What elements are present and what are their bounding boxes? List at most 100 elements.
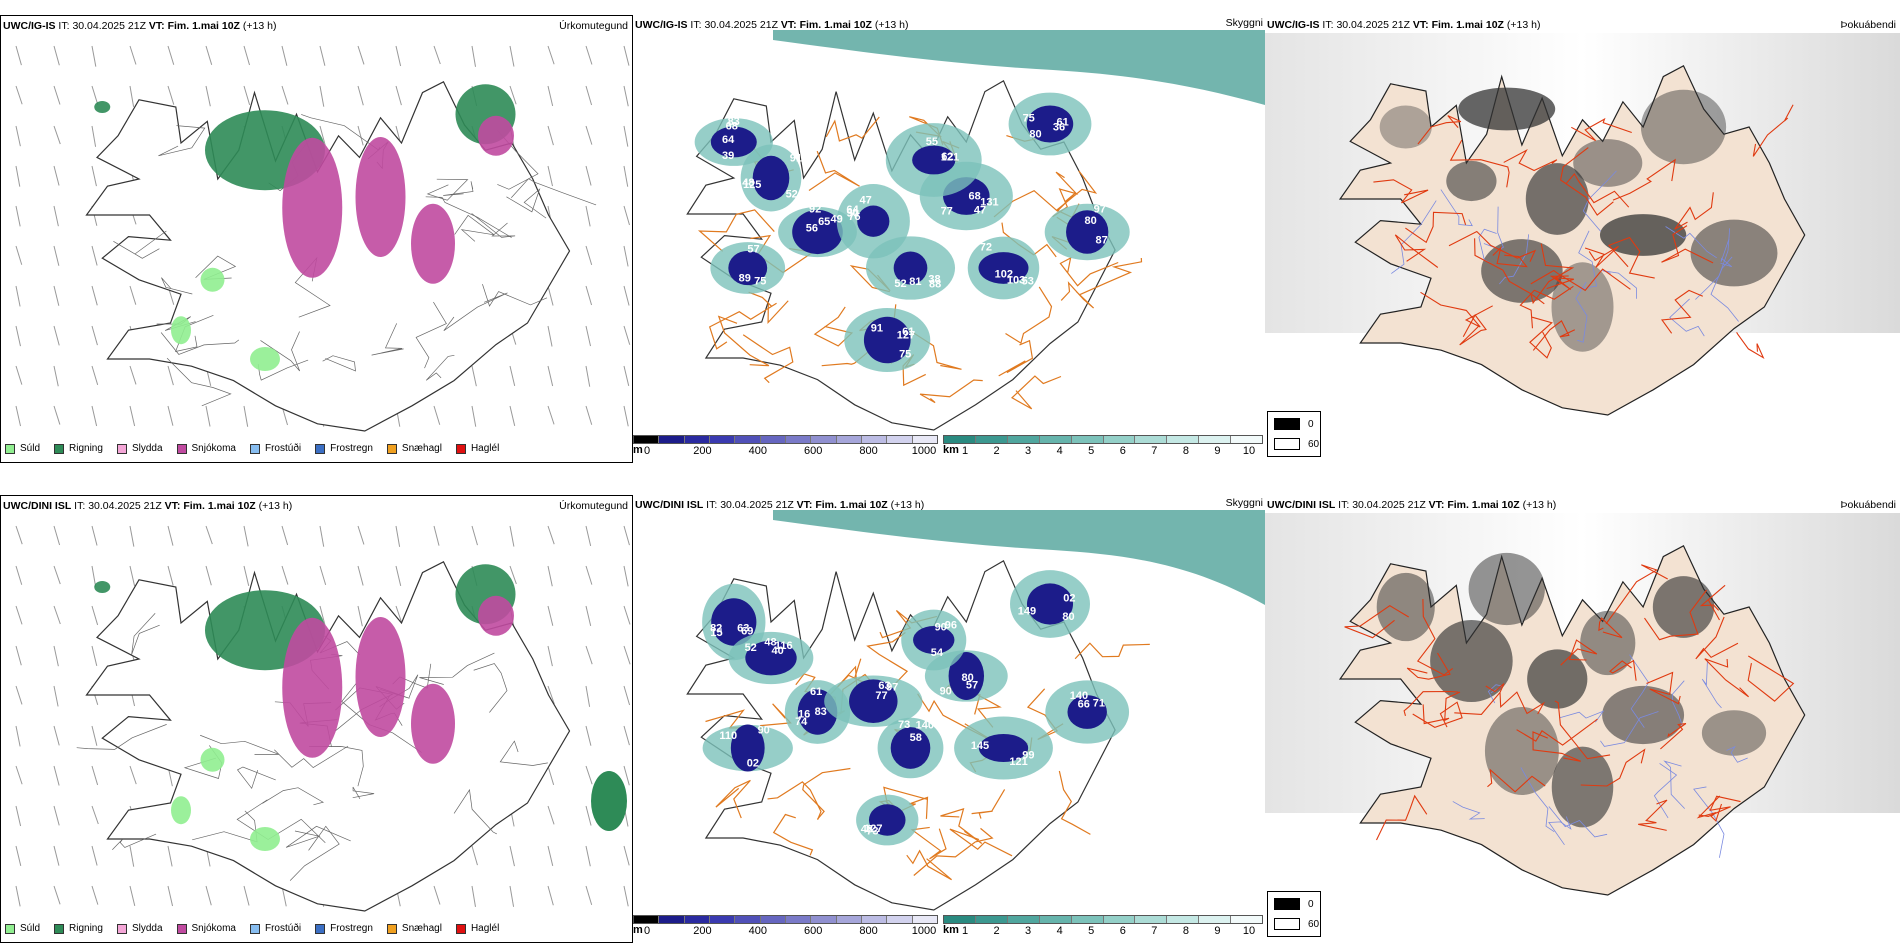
wind-barb — [623, 605, 631, 625]
visibility-ticks: 1 2 3 4 5 6 7 8 9 10 — [943, 924, 1263, 938]
wind-barb — [243, 525, 249, 547]
road — [1529, 316, 1553, 359]
wind-barb — [129, 85, 135, 107]
visibility-value: 90 — [758, 725, 770, 737]
road — [1752, 104, 1794, 157]
colorbar-tick: 200 — [693, 925, 712, 937]
wind-barb — [433, 405, 441, 425]
precip-area — [250, 347, 280, 371]
wind-barb — [509, 525, 515, 547]
visibility-value: 90 — [846, 208, 858, 220]
fog-area — [1551, 746, 1614, 828]
road — [715, 779, 751, 819]
panel-title: Úrkomutegund — [559, 20, 628, 32]
panel-header: UWC/DINI ISL IT: 30.04.2025 21Z VT: Fim.… — [1267, 499, 1557, 511]
wind-barb — [91, 245, 98, 266]
visibility-value: 80 — [1062, 611, 1074, 623]
colorbar-cell — [1071, 436, 1104, 443]
wind-barb — [547, 325, 553, 347]
road — [748, 291, 789, 325]
high-terrain-area — [1066, 210, 1109, 254]
road — [1492, 246, 1528, 268]
visibility-value: 121 — [941, 151, 959, 163]
wind-barb — [357, 565, 364, 586]
high-terrain-area — [1026, 105, 1074, 143]
wind-barb — [623, 165, 629, 187]
wind-barb — [585, 205, 591, 227]
visibility-value: 36 — [1053, 122, 1065, 134]
road — [1074, 642, 1150, 660]
wind-barb — [205, 405, 211, 427]
wind-barb — [91, 725, 98, 746]
wind-barb — [15, 245, 23, 265]
wind-barb — [15, 285, 21, 307]
precip-panel-top: UWC/IG-IS IT: 30.04.2025 21Z VT: Fim. 1.… — [0, 15, 633, 463]
precip-area — [411, 683, 455, 764]
fog-swatch-min — [1274, 438, 1300, 450]
legend-label: Snjókoma — [191, 443, 236, 454]
visibility-value: 80 — [1029, 129, 1041, 141]
wind-barb — [623, 565, 629, 587]
visibility-colorbar — [943, 435, 1263, 444]
legend-swatch — [116, 443, 127, 454]
visibility-value: 75 — [754, 275, 766, 287]
precip-map — [15, 525, 631, 912]
road — [419, 652, 495, 685]
wind-barb — [15, 45, 22, 66]
visibility-value: 88 — [929, 279, 941, 291]
road — [1747, 655, 1795, 702]
visibility-value: 77 — [875, 690, 887, 702]
legend-label: Haglél — [470, 923, 500, 934]
wind-barb — [91, 285, 98, 306]
panel-header: UWC/DINI ISL IT: 30.04.2025 21Z VT: Fim.… — [3, 500, 293, 512]
wind-barb — [91, 765, 99, 786]
legend-label: Snæhagl — [401, 443, 442, 454]
high-terrain-area — [868, 804, 906, 836]
road — [825, 116, 880, 142]
height-colorbar — [633, 435, 938, 444]
legend-swatch — [455, 443, 466, 454]
panel-title: Þokuábendi — [1840, 499, 1896, 511]
wind-barb — [15, 205, 21, 227]
visibility-ticks: 1 2 3 4 5 6 7 8 9 10 — [943, 444, 1263, 458]
height-colorbar — [633, 915, 938, 924]
legend-label: Súld — [20, 443, 41, 454]
road — [175, 314, 214, 352]
fog-area — [1701, 710, 1767, 756]
legend-item: Rigning — [54, 443, 103, 454]
colorbar-cell — [887, 436, 913, 443]
height-ticks: 0 200 400 600 800 1000 — [633, 444, 938, 458]
legend-swatch — [5, 923, 15, 934]
legend-item: Slydda — [116, 443, 163, 454]
precip-area — [282, 617, 343, 758]
wind-barb — [547, 605, 554, 626]
road — [742, 334, 794, 384]
wind-barb — [319, 605, 326, 626]
wind-barb — [319, 565, 327, 586]
wind-barb — [623, 125, 629, 147]
visibility-value: 53 — [1022, 275, 1034, 287]
legend-swatch — [54, 923, 65, 934]
high-terrain-area — [1026, 583, 1074, 625]
legend-label: Frostúði — [264, 923, 302, 934]
road — [161, 277, 193, 295]
colorbar-tick: 600 — [804, 925, 823, 937]
road — [1519, 285, 1574, 329]
wind-barb — [585, 125, 593, 145]
wind-barb — [509, 405, 516, 427]
colorbar-tick: 10 — [1242, 445, 1256, 457]
colorbar-cell — [975, 916, 1008, 923]
fog-area — [1640, 89, 1727, 165]
precip-legend: Súld Rigning Slydda Snjókoma Frostúði Frostre… — [5, 923, 499, 934]
wind-barb — [509, 845, 515, 867]
wind-barb — [585, 405, 593, 425]
visibility-unit: km — [943, 924, 959, 936]
height-unit: m — [633, 924, 643, 936]
visibility-value: 62 — [941, 151, 953, 163]
colorbar-cell — [811, 436, 837, 443]
visibility-value: 74 — [795, 716, 808, 728]
wind-barb — [547, 365, 554, 387]
road — [131, 613, 160, 655]
road — [1695, 616, 1739, 660]
visibility-value: 54 — [931, 647, 944, 659]
